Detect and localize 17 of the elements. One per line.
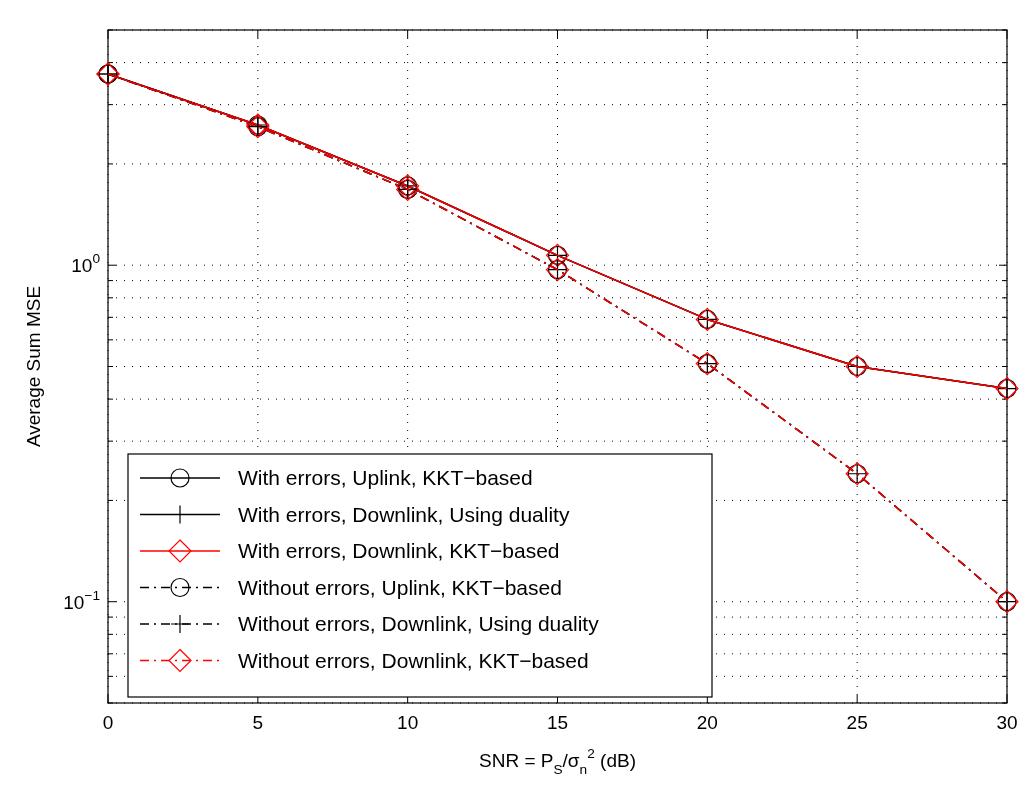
x-tick-label: 15 <box>546 712 569 733</box>
x-tick-label: 10 <box>397 712 419 733</box>
x-tick-label: 20 <box>696 712 718 733</box>
legend-label: With errors, Downlink, Using duality <box>238 502 570 526</box>
y-tick-label: 10$^{0}$ <box>71 251 101 277</box>
y-tick-label: 10$^{−1}$ <box>63 587 100 613</box>
x-tick-label: 0 <box>102 712 114 733</box>
x-tick-label: 5 <box>252 712 264 733</box>
y-axis-title: Average Sum MSE <box>23 285 44 448</box>
legend-label: Without errors, Downlink, KKT−based <box>238 648 589 672</box>
legend-label: Without errors, Uplink, KKT−based <box>238 575 562 599</box>
x-axis-title: SNR = P$_{S}$/σ$_{n}$$^{2}$ (dB) <box>479 746 636 777</box>
x-tick-label: 25 <box>846 712 868 733</box>
legend-label: With errors, Uplink, KKT−based <box>238 466 533 489</box>
legend-label: With errors, Downlink, KKT−based <box>238 539 560 562</box>
x-tick-label: 30 <box>996 712 1018 733</box>
legend-label: Without errors, Downlink, Using duality <box>238 612 600 635</box>
